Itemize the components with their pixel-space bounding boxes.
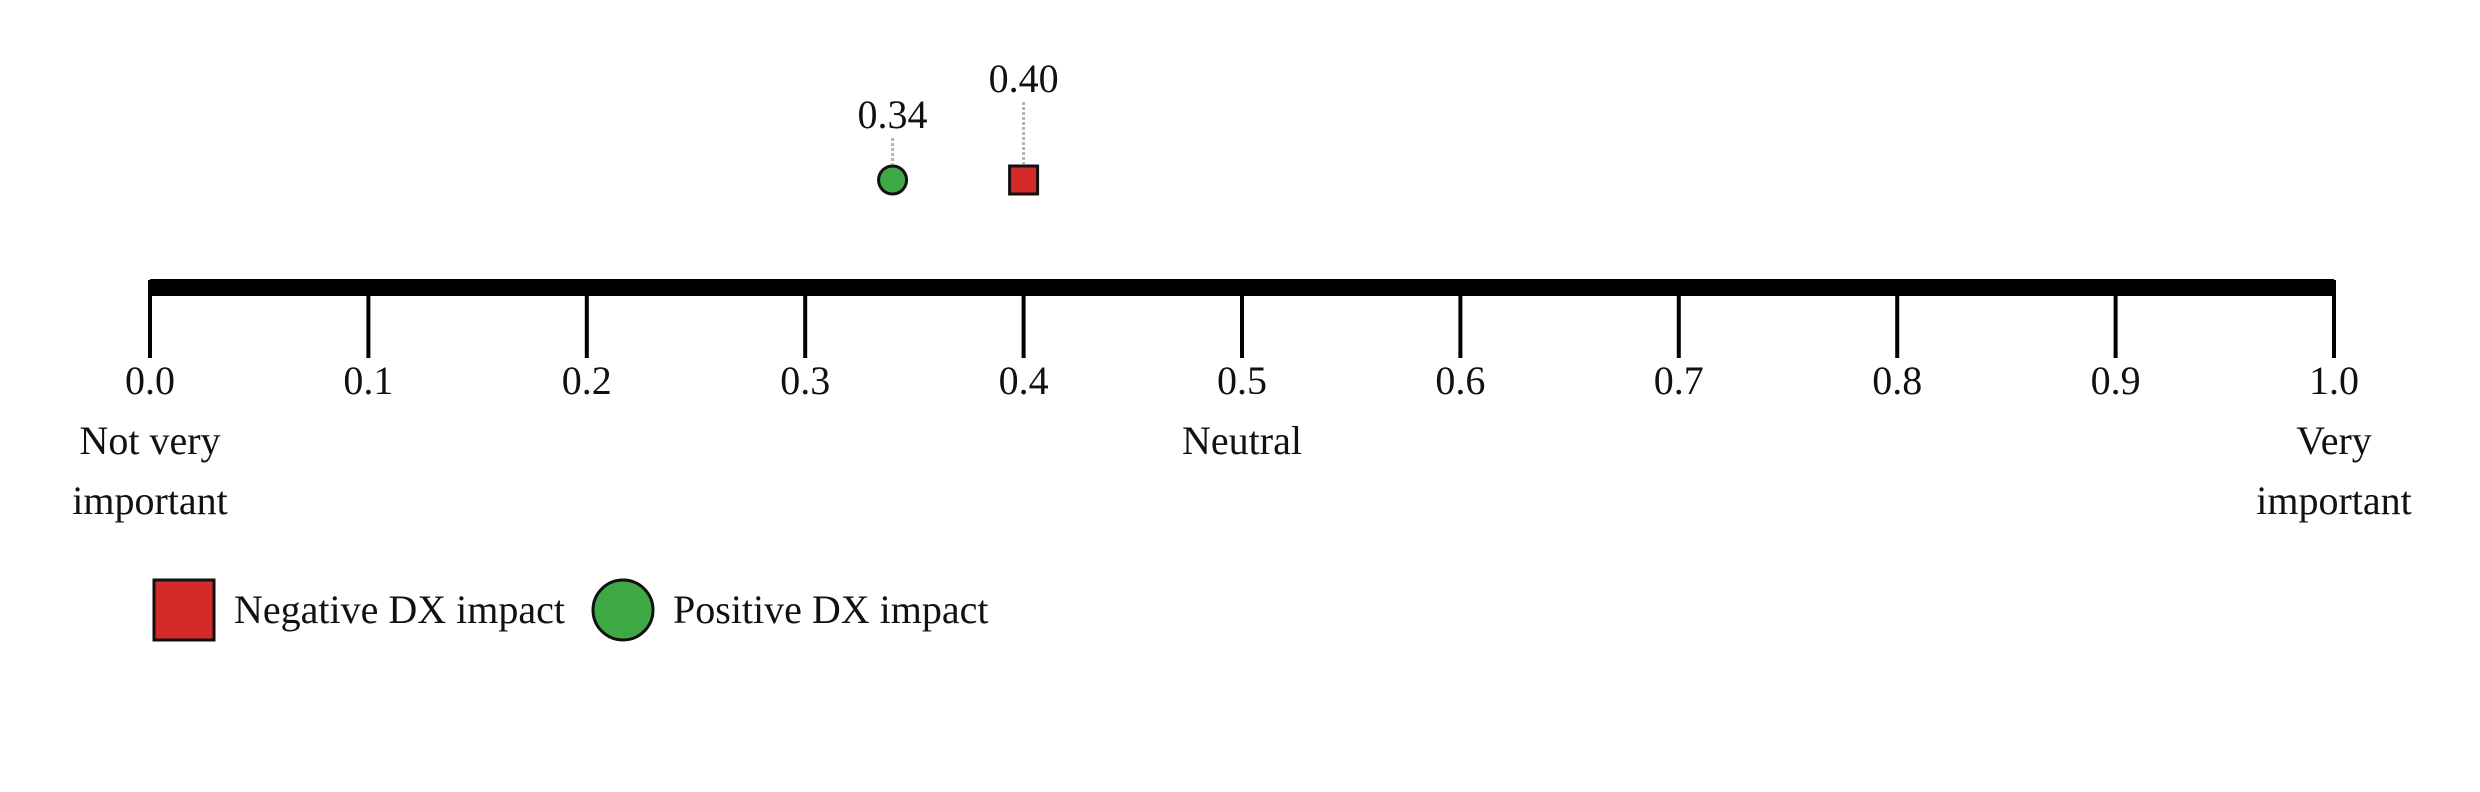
legend-label: Positive DX impact [673,587,989,632]
anchor-label: important [2256,478,2412,523]
tick-label: 0.9 [2091,358,2141,403]
negative-dx-point [1008,164,1040,196]
tick-label: 0.2 [562,358,612,403]
tick-label: 0.4 [999,358,1049,403]
data-points: 0.40 0.34 [858,56,1059,196]
tick-label: 1.0 [2309,358,2359,403]
value-label: 0.34 [858,92,928,137]
legend-label: Negative DX impact [234,587,565,632]
legend: Negative DX impact Positive DX impact [152,578,989,642]
tick-label: 0.3 [780,358,830,403]
tick-label: 0.1 [343,358,393,403]
anchor-label: Very [2296,418,2372,463]
tick-label: 0.0 [125,358,175,403]
tick-label: 0.6 [1435,358,1485,403]
legend-square-icon [152,578,216,642]
anchor-label: important [72,478,228,523]
anchor-label: Neutral [1182,418,1302,463]
value-label: 0.40 [989,56,1059,101]
positive-dx-point [877,164,909,196]
tick-label: 0.7 [1654,358,1704,403]
axis-ticks: 0.0 0.1 0.2 0.3 0.4 0.5 0.6 0.7 0.8 0.9 1.0 [125,280,2359,403]
anchor-labels: Not very important Neutral Very important [72,418,2412,523]
tick-label: 0.5 [1217,358,1267,403]
tick-label: 0.8 [1872,358,1922,403]
legend-circle-icon [591,578,655,642]
anchor-label: Not very [79,418,220,463]
